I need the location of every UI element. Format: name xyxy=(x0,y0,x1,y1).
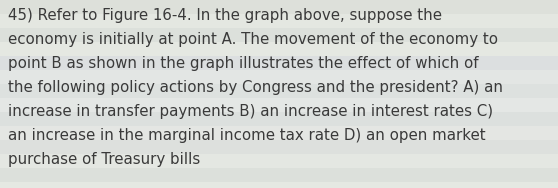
Bar xyxy=(0,140,558,154)
Bar xyxy=(0,0,558,14)
Text: an increase in the marginal income tax rate D) an open market: an increase in the marginal income tax r… xyxy=(8,128,485,143)
Text: increase in transfer payments B) an increase in interest rates C): increase in transfer payments B) an incr… xyxy=(8,104,493,119)
Bar xyxy=(0,168,558,182)
Bar xyxy=(0,70,558,84)
Text: the following policy actions by Congress and the president? A) an: the following policy actions by Congress… xyxy=(8,80,503,95)
Text: point B as shown in the graph illustrates the effect of which of: point B as shown in the graph illustrate… xyxy=(8,56,479,71)
Bar xyxy=(0,182,558,188)
Bar xyxy=(0,56,558,70)
Bar xyxy=(0,84,558,98)
Bar xyxy=(0,112,558,126)
Text: purchase of Treasury bills: purchase of Treasury bills xyxy=(8,152,200,167)
Text: economy is initially at point A. The movement of the economy to: economy is initially at point A. The mov… xyxy=(8,32,498,47)
Text: 45) Refer to Figure 16-4. In the graph above, suppose the: 45) Refer to Figure 16-4. In the graph a… xyxy=(8,8,442,23)
Bar xyxy=(0,98,558,112)
Bar xyxy=(0,14,558,28)
Bar xyxy=(0,126,558,140)
Bar xyxy=(0,154,558,168)
Bar xyxy=(0,42,558,56)
Bar xyxy=(0,28,558,42)
